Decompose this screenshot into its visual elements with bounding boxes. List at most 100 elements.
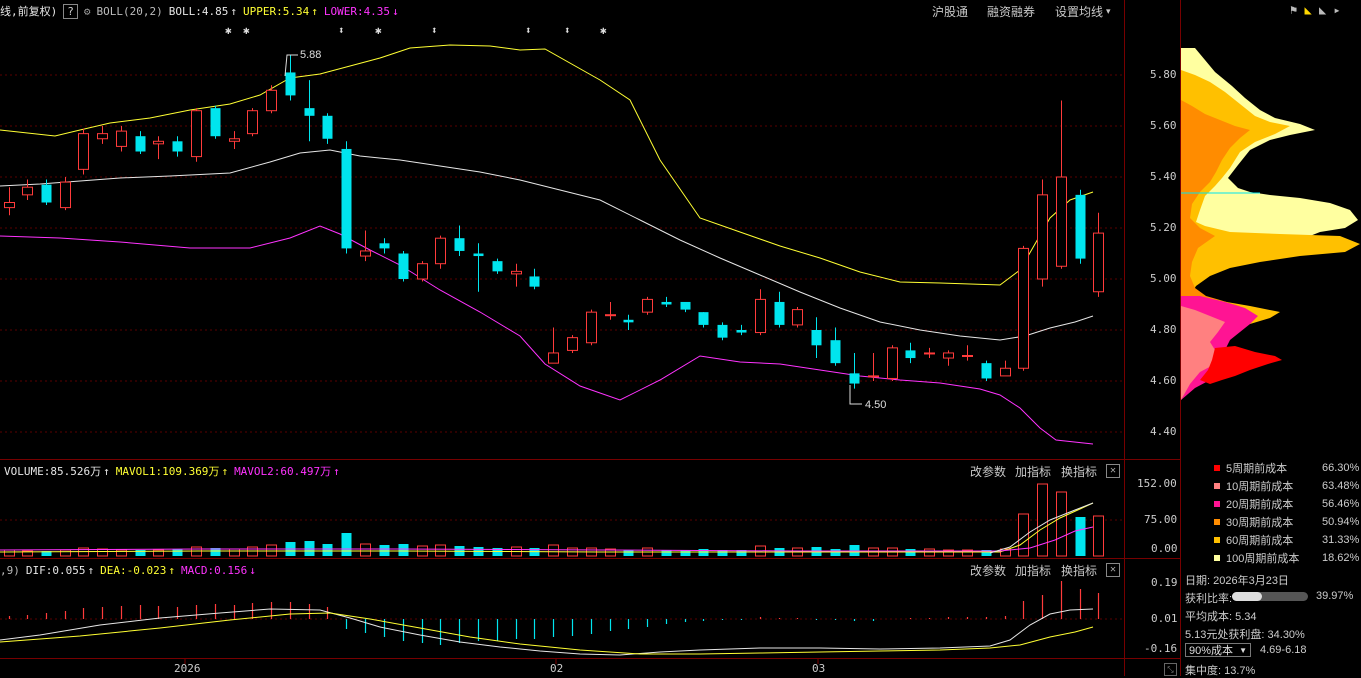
volume-bar [1075, 517, 1086, 556]
chart-title: 线,前复权) [0, 5, 58, 18]
lower-value: LOWER:4.35 [323, 4, 391, 18]
macd-down-arrow-icon: ↓ [249, 563, 256, 577]
arrow-icon[interactable]: ▸ [1333, 3, 1341, 17]
legend-swatch [1214, 465, 1220, 471]
candle [322, 113, 333, 144]
volume-axis-tick: 0.00 [1151, 542, 1178, 555]
svg-text:⬍: ⬍ [338, 24, 345, 37]
volume-bar [680, 550, 691, 556]
candle [792, 307, 803, 328]
candle [981, 360, 992, 381]
pointer-alt-icon[interactable]: ◣ [1318, 3, 1327, 17]
volume-bar [1056, 491, 1067, 557]
gear-icon[interactable]: ⚙ [83, 4, 91, 18]
boll-value: BOLL:4.85 [168, 4, 229, 18]
time-axis-label: 2026 [174, 662, 201, 675]
legend-swatch [1214, 519, 1220, 525]
price-tick: 4.80 [1150, 323, 1177, 336]
candle [642, 296, 653, 315]
volume-bar [398, 544, 409, 556]
mavol1-up-arrow-icon: ↑ [221, 464, 229, 478]
candle [285, 54, 296, 101]
macd-add-indicator-button[interactable]: 加指标 [1015, 564, 1052, 578]
cost-select-value: 90%成本 [1189, 645, 1234, 657]
price-tick: 5.60 [1150, 119, 1177, 132]
legend-pct: 66.30% [1322, 462, 1360, 474]
candle [943, 350, 954, 366]
legend-label: 20周期前成本 [1226, 499, 1294, 511]
volume-add-indicator-button[interactable]: 加指标 [1015, 465, 1052, 479]
boll-up-arrow-icon: ↑ [230, 4, 237, 18]
legend-swatch [1214, 537, 1220, 543]
candle [736, 324, 747, 336]
volume-bar [435, 544, 446, 557]
candle [924, 347, 935, 359]
hgt-button[interactable]: 沪股通 [932, 5, 969, 19]
volume-switch-indicator-button[interactable]: 换指标 [1061, 465, 1098, 479]
indicator-name[interactable]: BOLL(20,2) [96, 4, 163, 18]
legend-label: 30周期前成本 [1226, 517, 1294, 529]
macd-axis-tick: -0.16 [1144, 642, 1178, 655]
candle [1093, 212, 1104, 297]
ma-settings-button[interactable]: 设置均线 [1055, 5, 1104, 19]
boll-upper-line [0, 44, 1094, 286]
volume-bar [360, 543, 371, 557]
pointer-icon[interactable]: ◣ [1304, 3, 1312, 17]
volume-bar [1000, 548, 1011, 557]
volume-bar [60, 549, 71, 557]
volume-bar [943, 549, 954, 557]
volume-bar [4, 549, 15, 557]
profit-ratio-fill [1232, 592, 1263, 601]
candle [22, 179, 33, 200]
upper-value: UPPER:5.34 [242, 4, 310, 18]
macd-close-icon[interactable]: ✕ [1106, 563, 1120, 577]
volume-bar [1093, 515, 1104, 557]
resize-icon[interactable]: ⤡ [1164, 663, 1177, 676]
macd-switch-indicator-button[interactable]: 换指标 [1061, 564, 1098, 578]
dea-line [0, 612, 1094, 655]
candle [529, 268, 540, 290]
dea-up-arrow-icon: ↑ [168, 563, 175, 577]
help-icon[interactable]: ? [63, 3, 78, 19]
cost-select[interactable]: 90%成本 ▼ [1185, 643, 1251, 657]
candle [849, 352, 860, 389]
svg-text:⬍: ⬍ [431, 24, 438, 37]
dif-line [0, 608, 1094, 656]
boll-lower-line [0, 225, 1094, 445]
cost-legend-item: 100周期前成本 18.62% [1214, 550, 1359, 566]
volume-bar [22, 550, 33, 557]
profit-ratio-value: 39.97% [1316, 590, 1354, 602]
candle [379, 238, 390, 254]
candle [774, 291, 785, 328]
macd-header: ,9) DIF:0.055 ↑ DEA:-0.023 ↑ MACD:0.156 … [0, 561, 262, 579]
margin-trading-button[interactable]: 融资融券 [987, 5, 1036, 19]
flag-icon[interactable]: ⚑ [1290, 3, 1298, 17]
volume-close-icon[interactable]: ✕ [1106, 464, 1120, 478]
chevron-down-icon[interactable]: ▾ [1106, 6, 1111, 16]
cost-legend-item: 30周期前成本 50.94% [1214, 514, 1359, 530]
candle [398, 250, 409, 282]
mavol1-value: MAVOL1:109.369万 [115, 465, 220, 478]
legend-pct: 31.33% [1322, 534, 1360, 546]
macd-axis-tick: 0.01 [1151, 612, 1178, 625]
macd-params-button[interactable]: 改参数 [970, 564, 1007, 578]
cost-legend-item: 10周期前成本 63.48% [1214, 478, 1359, 494]
candle [78, 128, 89, 175]
candle [210, 105, 221, 139]
candle [473, 243, 484, 292]
svg-text:⬍: ⬍ [564, 24, 571, 37]
volume-bar [492, 548, 503, 556]
mavol1-line [0, 502, 1094, 553]
svg-text:⬍: ⬍ [525, 24, 532, 37]
candle [962, 345, 973, 361]
volume-params-button[interactable]: 改参数 [970, 465, 1007, 479]
legend-swatch [1214, 501, 1220, 507]
candle [755, 289, 766, 336]
svg-text:✱: ✱ [375, 24, 382, 37]
volume-bar [322, 544, 333, 556]
mavol-white-line [989, 502, 1094, 554]
candle [717, 322, 728, 341]
candle [605, 301, 616, 320]
candle [492, 258, 503, 274]
volume-value: VOLUME:85.526万 [4, 465, 102, 478]
